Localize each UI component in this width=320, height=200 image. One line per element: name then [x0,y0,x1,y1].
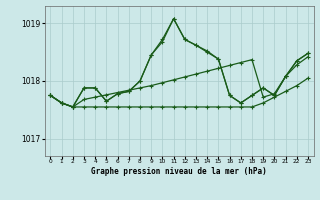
X-axis label: Graphe pression niveau de la mer (hPa): Graphe pression niveau de la mer (hPa) [91,167,267,176]
